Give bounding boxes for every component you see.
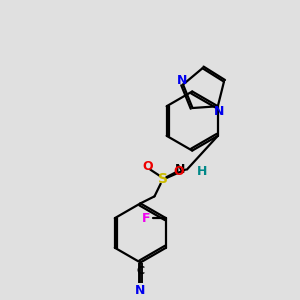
Text: N: N — [176, 74, 187, 87]
Text: N: N — [214, 105, 224, 118]
Text: S: S — [158, 172, 168, 187]
Text: O: O — [173, 164, 184, 178]
Text: H: H — [197, 165, 207, 178]
Text: F: F — [142, 212, 151, 225]
Text: C: C — [136, 266, 145, 276]
Text: N: N — [175, 163, 185, 176]
Text: O: O — [142, 160, 153, 173]
Text: N: N — [135, 284, 146, 297]
